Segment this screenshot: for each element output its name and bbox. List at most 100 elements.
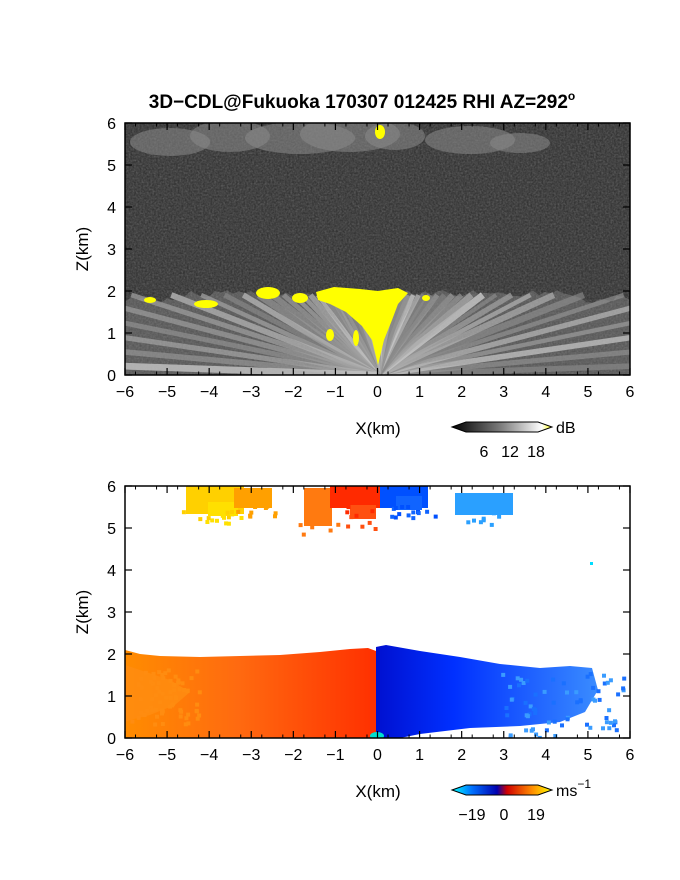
velocity-pixel xyxy=(148,679,153,684)
x-tick-label: 2 xyxy=(457,384,466,401)
upper-velocity-pixel xyxy=(210,518,215,523)
velocity-pixel xyxy=(168,690,173,695)
velocity-pixel xyxy=(588,725,593,730)
velocity-pixel xyxy=(163,671,168,676)
velocity-pixel xyxy=(531,707,536,712)
velocity-pixel xyxy=(585,722,589,727)
velocity-pixel xyxy=(601,726,605,731)
velocity-pixel xyxy=(605,680,610,685)
velocity-colorbar: ms−1 −19 0 19 xyxy=(450,777,591,824)
velocity-pixel xyxy=(509,697,514,702)
velocity-pixel xyxy=(136,682,141,687)
axis-ticks: −6 −5 −4 −3 −2 −1 0 1 2 3 4 5 6 0 1 2 3 4 5 6 xyxy=(107,479,634,764)
velocity-pixel xyxy=(508,684,513,689)
velocity-pixel xyxy=(160,711,164,716)
velocity-pixel xyxy=(501,672,506,677)
upper-velocity-pixel xyxy=(497,514,502,519)
upper-velocity-pixel xyxy=(346,524,351,529)
velocity-pixel xyxy=(173,674,178,679)
upper-velocity-patch xyxy=(455,493,513,515)
x-tick-label: −3 xyxy=(242,384,260,401)
colorbar-bar xyxy=(450,421,554,433)
velocity-pixel xyxy=(155,714,159,719)
y-tick-label: 4 xyxy=(107,200,116,217)
upper-velocity-patch xyxy=(330,486,382,508)
upper-velocity-pixel xyxy=(215,518,219,523)
cloud-strong-echo xyxy=(375,125,385,139)
velocity-pixel xyxy=(138,697,143,702)
strong-echo-patch xyxy=(422,295,430,301)
velocity-pixel xyxy=(150,697,155,702)
upper-velocity-pixel xyxy=(411,516,416,521)
velocity-pixel xyxy=(578,699,583,704)
velocity-pixel xyxy=(614,728,619,733)
velocity-pixel xyxy=(166,668,171,673)
velocity-pixel xyxy=(164,695,169,700)
velocity-pixel xyxy=(553,734,558,738)
velocity-pixel xyxy=(180,681,185,686)
strong-echo-patch xyxy=(144,297,156,303)
cloud-patch xyxy=(365,123,425,150)
x-tick-label: 5 xyxy=(583,384,592,401)
velocity-pixel xyxy=(542,689,547,694)
velocity-pixel xyxy=(585,674,590,679)
upper-layer-velocities xyxy=(181,486,513,537)
upper-cloud-layer xyxy=(130,123,550,156)
upper-velocity-pixel xyxy=(397,512,402,517)
x-tick-label: −2 xyxy=(284,747,302,764)
cloud-patch xyxy=(190,123,270,152)
upper-velocity-pixel xyxy=(236,509,241,514)
cloud-patch xyxy=(425,126,515,154)
velocity-pixel xyxy=(528,704,533,709)
velocity-pixel xyxy=(174,696,178,701)
strong-echo-patch xyxy=(292,293,308,303)
strong-echo-patch xyxy=(194,300,218,308)
velocity-pixel xyxy=(591,685,596,690)
velocity-pixel xyxy=(168,678,173,683)
velocity-pixel xyxy=(604,716,609,720)
x-tick-label: −3 xyxy=(242,747,260,764)
upper-velocity-pixel xyxy=(345,510,350,515)
y-tick-label: 4 xyxy=(107,563,116,580)
upper-velocity-pixel xyxy=(411,510,416,515)
x-tick-label: −2 xyxy=(284,384,302,401)
colorbar-tick-label: 18 xyxy=(527,444,545,461)
velocity-pixel xyxy=(139,710,144,715)
upper-velocity-pixel xyxy=(349,515,354,520)
velocity-field xyxy=(125,486,630,738)
reflectivity-field xyxy=(125,123,630,375)
velocity-pixel xyxy=(608,720,613,725)
velocity-pixel xyxy=(602,673,606,678)
y-tick-label: 6 xyxy=(107,116,116,133)
velocity-pixel xyxy=(524,728,529,733)
velocity-pixel xyxy=(136,715,141,720)
upper-velocity-pixel xyxy=(205,520,210,524)
velocity-pixel xyxy=(616,692,621,697)
upper-velocity-pixel xyxy=(406,505,411,509)
strong-echo-core xyxy=(316,287,408,365)
strong-echo-patch xyxy=(256,287,280,299)
velocity-pixel xyxy=(515,676,520,681)
velocity-pixel xyxy=(551,677,556,682)
y-tick-label: 0 xyxy=(107,368,116,385)
upper-velocity-pixel xyxy=(239,516,244,520)
velocity-pixel xyxy=(519,677,524,682)
upper-velocity-pixel xyxy=(370,509,375,514)
x-tick-label: −4 xyxy=(200,384,218,401)
velocity-pixel xyxy=(588,672,593,677)
velocity-pixel xyxy=(156,681,161,686)
upper-velocity-pixel xyxy=(301,532,306,537)
upper-velocity-pixel xyxy=(248,514,253,519)
velocity-pixel xyxy=(160,722,165,726)
velocity-pixel xyxy=(130,719,135,724)
x-tick-label: 6 xyxy=(626,384,635,401)
velocity-pixel xyxy=(597,697,602,702)
y-tick-label: 2 xyxy=(107,284,116,301)
y-tick-label: 3 xyxy=(107,605,116,622)
upper-velocity-pixel xyxy=(226,521,231,526)
velocity-pixel xyxy=(565,717,570,722)
x-tick-label: −5 xyxy=(158,384,176,401)
y-tick-label: 5 xyxy=(107,158,116,175)
upper-velocity-pixel xyxy=(481,516,486,521)
velocity-pixel xyxy=(575,700,580,705)
